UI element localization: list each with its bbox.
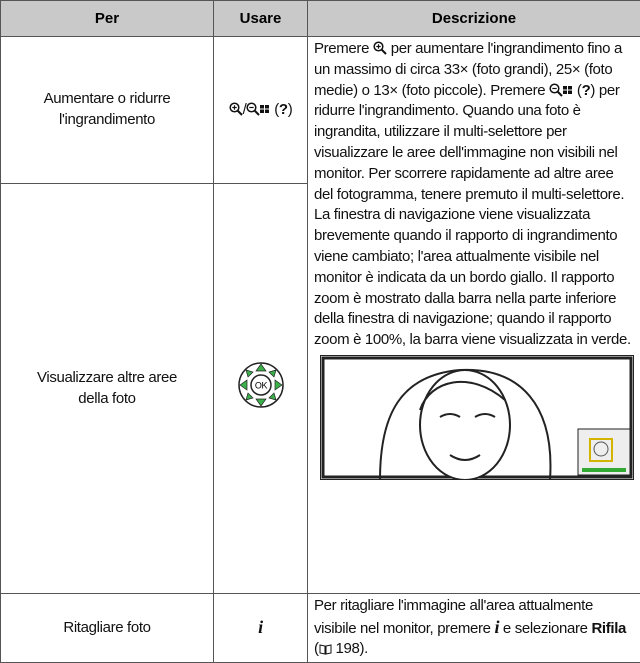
usare-cell: OK (213, 183, 308, 594)
header: Descrizione (307, 0, 640, 37)
cell-text: ? (278, 100, 288, 118)
per-cell: Aumentare o ridurre l'ingrandimento (0, 36, 214, 184)
zoom-in-icon (373, 41, 387, 55)
header-row: Per Usare Descrizione (0, 0, 640, 37)
row: Ritagliare foto i Per ritagliare l'immag… (0, 593, 640, 663)
header: Per (0, 0, 214, 37)
cell-text: per aumentare l'ingrandimento fino a un … (314, 40, 622, 99)
cell-text: / (242, 100, 247, 118)
zoom-out-icon (549, 83, 573, 97)
cell-text: Visualizzare altre aree della foto (36, 368, 178, 407)
cell-text: ( (314, 640, 319, 658)
cell-text: ( (274, 100, 279, 118)
description-cell: Premere per aumentare l'ingrandimento fi… (307, 36, 640, 594)
cell-text: 198). (335, 640, 368, 658)
zoom-out-icon (246, 102, 270, 116)
cell-text: ) per ridurre l'ingrandimento. Quando un… (314, 81, 631, 349)
ok-label: OK (254, 381, 267, 391)
cell-text: Premere (314, 40, 370, 57)
description-cell: Per ritagliare l'immagine all'area attua… (307, 593, 640, 663)
header: Usare (213, 0, 308, 37)
cell-text: ) (287, 100, 293, 118)
cell-text: ( (576, 81, 582, 99)
cell-text: Rifila (591, 619, 627, 637)
cell-text: Aumentare o ridurre l'ingrandimento (43, 90, 171, 128)
zoom-in-icon (229, 102, 243, 116)
row: Visualizzare altre aree della foto OK (0, 183, 640, 594)
cell-text: e selezionare (502, 619, 588, 637)
navigation-illustration (320, 354, 634, 481)
multi-selector-icon: OK (237, 362, 284, 408)
cell-text: Per ritagliare l'immagine all'area attua… (314, 596, 593, 637)
cell-text: Ritagliare foto (63, 618, 151, 636)
per-cell: Visualizzare altre aree della foto (0, 183, 214, 594)
usare-cell: / (?) (213, 36, 308, 184)
per-cell: Ritagliare foto (0, 593, 214, 663)
cell-text: ? (581, 81, 591, 99)
row: Aumentare o ridurre l'ingrandimento / (?… (0, 36, 640, 594)
i-button-symbol: i (258, 616, 263, 637)
usare-cell: i (213, 593, 308, 663)
i-button-symbol: i (494, 616, 500, 637)
page-ref-icon (319, 644, 332, 656)
